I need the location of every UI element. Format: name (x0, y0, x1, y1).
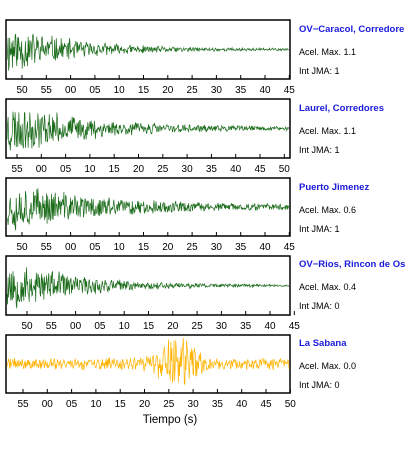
x-tick-label: 35 (240, 321, 252, 332)
x-tick-label: 30 (182, 164, 194, 175)
int-jma-label-3: Int JMA: 1 (299, 224, 340, 234)
x-tick-label: 55 (41, 85, 53, 96)
x-tick-label: 10 (114, 85, 126, 96)
x-tick-label: 20 (162, 85, 174, 96)
x-tick-label: 25 (163, 399, 175, 410)
x-tick-label: 30 (211, 242, 223, 253)
x-tick-label: 40 (259, 85, 271, 96)
x-tick-label: 55 (11, 164, 23, 175)
x-tick-label: 35 (212, 399, 224, 410)
x-tick-label: 25 (187, 85, 199, 96)
x-tick-label: 05 (94, 321, 106, 332)
x-tick-label: 20 (167, 321, 179, 332)
x-tick-label: 15 (138, 85, 150, 96)
x-tick-label: 10 (119, 321, 131, 332)
x-tick-label: 50 (285, 399, 297, 410)
panel-frame (5, 177, 291, 237)
x-tick-label: 15 (109, 164, 121, 175)
x-tick-label: 00 (42, 399, 54, 410)
x-tick-label: 05 (89, 85, 101, 96)
int-jma-label-4: Int JMA: 0 (299, 301, 340, 311)
x-tick-label: 20 (139, 399, 151, 410)
x-tick-label: 15 (138, 242, 150, 253)
seismogram-panel-4: 50 55 00 05 10 15 20 25 30 35 40 45 (5, 255, 301, 332)
x-tick-label: 05 (89, 242, 101, 253)
acel-max-label-2: Acel. Max. 1.1 (299, 126, 357, 136)
x-tick-label: 50 (21, 321, 33, 332)
x-tick-label: 10 (90, 399, 102, 410)
x-tick-label: 35 (206, 164, 218, 175)
x-tick-label: 20 (162, 242, 174, 253)
x-tick-label: 40 (230, 164, 242, 175)
x-tick-label: 00 (36, 164, 48, 175)
x-tick-label: 00 (65, 85, 77, 96)
waveform-line (7, 188, 290, 231)
x-tick-label: 05 (60, 164, 72, 175)
acel-max-label-1: Acel. Max. 1.1 (299, 47, 357, 57)
x-tick-label: 40 (236, 399, 248, 410)
waveform-line (6, 33, 289, 71)
station-name-3: Puerto Jimenez (299, 182, 370, 193)
station-name-5: La Sabana (299, 338, 347, 349)
x-tick-label: 05 (66, 399, 78, 410)
x-tick-label: 55 (17, 399, 29, 410)
x-tick-label: 00 (70, 321, 82, 332)
x-tick-label: 50 (279, 164, 291, 175)
x-tick-label: 15 (115, 399, 127, 410)
x-tick-label: 45 (284, 242, 296, 253)
waveform-line (6, 267, 290, 309)
x-tick-label: 25 (192, 321, 204, 332)
waveform-line (6, 337, 290, 386)
acel-max-label-4: Acel. Max. 0.4 (299, 282, 357, 292)
x-tick-label: 25 (187, 242, 199, 253)
x-tick-label: 30 (211, 85, 223, 96)
x-tick-label: 15 (143, 321, 155, 332)
waveform-line (6, 111, 290, 151)
x-tick-label: 35 (235, 85, 247, 96)
seismogram-panel-3: 50 55 00 05 10 15 20 25 30 35 40 45 (5, 177, 296, 253)
x-tick-label: 10 (114, 242, 126, 253)
x-tick-label: 45 (260, 399, 272, 410)
x-tick-label: 45 (284, 85, 296, 96)
station-name-4: OV−Rios, Rincon de Os (299, 259, 406, 270)
x-tick-label: 50 (16, 85, 28, 96)
seismogram-panel-5: 55 00 05 10 15 20 25 30 35 40 45 50 (5, 334, 297, 410)
x-tick-label: 55 (46, 321, 58, 332)
x-tick-label: 10 (84, 164, 96, 175)
x-tick-label: 25 (157, 164, 169, 175)
x-tick-label: 30 (216, 321, 228, 332)
seismogram-panel-1: 50 55 00 05 10 15 20 25 30 35 40 45 (5, 19, 296, 96)
x-tick-label: 55 (41, 242, 53, 253)
x-tick-label: 40 (259, 242, 271, 253)
x-tick-label: 35 (235, 242, 247, 253)
int-jma-label-5: Int JMA: 0 (299, 380, 340, 390)
seismogram-panel-2: 55 00 05 10 15 20 25 30 35 40 45 50 (5, 98, 291, 175)
x-tick-label: 50 (16, 242, 28, 253)
acel-max-label-5: Acel. Max. 0.0 (299, 361, 357, 371)
x-axis-title: Tiempo (s) (142, 414, 198, 426)
x-tick-label: 20 (133, 164, 145, 175)
x-tick-label: 30 (188, 399, 200, 410)
x-tick-label: 00 (65, 242, 77, 253)
x-tick-label: 40 (264, 321, 276, 332)
acel-max-label-3: Acel. Max. 0.6 (299, 205, 357, 215)
int-jma-label-1: Int JMA: 1 (299, 66, 340, 76)
x-tick-label: 45 (289, 321, 301, 332)
station-name-1: OV−Caracol, Corredore (299, 24, 405, 35)
x-tick-label: 45 (254, 164, 266, 175)
int-jma-label-2: Int JMA: 1 (299, 145, 340, 155)
station-name-2: Laurel, Corredores (299, 103, 384, 114)
